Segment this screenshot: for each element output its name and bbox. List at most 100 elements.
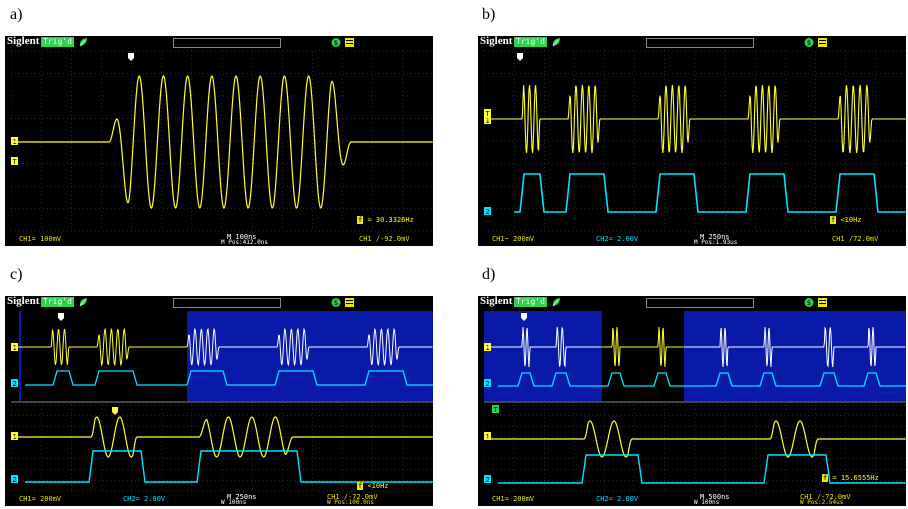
- brand-logo: Siglent: [7, 295, 40, 307]
- leaf-icon: [79, 298, 87, 307]
- svg-text:1: 1: [486, 344, 490, 352]
- usb-printer-icon: $: [804, 298, 827, 307]
- zoom-window-highlight: [484, 311, 602, 401]
- svg-text:2: 2: [486, 476, 490, 484]
- leaf-icon: [552, 298, 560, 307]
- bottom-status-bar: CH1= 200mV CH2= 2.00V M 250ns W 100ns CH…: [5, 493, 433, 506]
- ch1-overview: [11, 327, 187, 367]
- svg-text:2: 2: [486, 380, 490, 388]
- timebase: M 500ns: [700, 493, 730, 501]
- panel-label-a: a): [10, 6, 23, 23]
- timebase: M 100ns: [227, 233, 257, 241]
- bottom-status-bar: CH1= 200mV CH2= 2.00V M 500ns W 100ns CH…: [478, 493, 906, 506]
- svg-text:2: 2: [13, 476, 17, 484]
- graticule: [11, 50, 433, 232]
- svg-text:2: 2: [13, 380, 17, 388]
- frequency-readout: f <10Hz: [830, 216, 862, 224]
- ch1-overview-zoomed: [684, 326, 906, 368]
- horizontal-position: M Pos:412.0ns: [221, 239, 268, 246]
- svg-text:$: $: [807, 39, 811, 47]
- waveform-area: T 1 2 1 2: [484, 309, 906, 493]
- svg-text:1: 1: [13, 344, 17, 352]
- window-position: W Pos:2.54us: [800, 499, 844, 506]
- svg-text:$: $: [807, 299, 811, 307]
- ch2-scale: CH2= 2.00V: [596, 235, 639, 243]
- trigger-position-marker: [128, 53, 134, 61]
- ch1-waveform: [484, 84, 906, 154]
- memory-position-bar[interactable]: [646, 298, 754, 308]
- ch1-waveform: [11, 75, 433, 209]
- frequency-value: <10Hz: [367, 482, 389, 490]
- trigger-level-marker: T: [11, 157, 18, 166]
- frequency-icon: f: [357, 482, 364, 490]
- bottom-status-bar: CH1~ 200mV CH2= 2.00V M 250ns M Pos:1.93…: [478, 233, 906, 246]
- ch2-scale: CH2= 2.00V: [596, 495, 639, 503]
- trigger-level: CH1 ∕-72.0mV: [327, 493, 378, 501]
- frequency-value: = 30.3326Hz: [367, 216, 414, 224]
- ch2-waveform-zoomed: [498, 454, 906, 484]
- timebase: M 250ns: [227, 493, 257, 501]
- usb-printer-icon: $: [804, 38, 827, 47]
- trigger-level: CH1 ∕-72.0mV: [800, 493, 851, 501]
- memory-position-bar[interactable]: [173, 298, 281, 308]
- leaf-icon: [552, 38, 560, 47]
- trigger-position-marker: [517, 53, 523, 61]
- frequency-value: = 15.6555Hz: [832, 474, 879, 482]
- svg-text:T: T: [486, 110, 491, 118]
- ch2-marker: 2: [484, 207, 491, 216]
- frequency-icon: f: [822, 474, 829, 482]
- frequency-value: <10Hz: [840, 216, 862, 224]
- trigger-position-marker: [58, 313, 64, 321]
- timebase: M 250ns: [700, 233, 730, 241]
- ch1-waveform-zoomed: [484, 420, 906, 458]
- horizontal-position: M Pos:1.93us: [694, 239, 738, 246]
- panel-label-b: b): [482, 6, 496, 23]
- ch1-scale: CH1= 200mV: [19, 495, 62, 503]
- ch1-overview-zoomed: [186, 327, 433, 367]
- brand-logo: Siglent: [7, 35, 40, 47]
- ch2-marker-zoom: 2: [11, 475, 18, 484]
- ch2-marker-zoom: 2: [484, 475, 491, 484]
- usb-printer-icon: $: [331, 298, 354, 307]
- leaf-icon: [79, 38, 87, 47]
- trigger-status-badge: Trig'd: [41, 37, 74, 47]
- window-timebase: W 100ns: [694, 499, 720, 506]
- svg-text:2: 2: [486, 208, 490, 216]
- ch1-waveform-zoomed: [11, 416, 433, 458]
- oscilloscope-screen-d: Siglent Trig'd $ T 1 2 1 2 CH1= 200mV CH2= 2…: [478, 295, 906, 506]
- usb-printer-icon: $: [331, 38, 354, 47]
- trigger-status-badge: Trig'd: [41, 297, 74, 307]
- ch1-marker: 1: [484, 116, 491, 125]
- graticule: [11, 404, 433, 492]
- ch2-waveform-zoomed: [25, 450, 433, 483]
- memory-position-bar[interactable]: [173, 38, 281, 48]
- trigger-position-marker: [521, 313, 527, 321]
- trigger-position-marker: [112, 407, 118, 415]
- trigger-level-marker: T: [484, 109, 491, 118]
- ch2-marker: 2: [484, 379, 491, 388]
- ch1-overview: [602, 326, 684, 368]
- window-position: W Pos:100.0ns: [327, 499, 374, 506]
- ch2-waveform: [514, 173, 906, 213]
- ch2-marker: 2: [11, 379, 18, 388]
- frequency-icon: f: [830, 216, 837, 224]
- ch1-scale: CH1= 100mV: [19, 235, 62, 243]
- trigger-level: CH1 ∕72.0mV: [832, 235, 879, 243]
- brand-logo: Siglent: [480, 295, 513, 307]
- window-timebase: W 100ns: [221, 499, 247, 506]
- svg-text:T: T: [494, 406, 499, 414]
- svg-text:1: 1: [486, 433, 490, 441]
- frequency-icon: f: [357, 216, 364, 224]
- frequency-readout: f = 30.3326Hz: [357, 216, 414, 224]
- ch1-scale: CH1~ 200mV: [492, 235, 535, 243]
- panel-label-c: c): [10, 266, 23, 283]
- memory-position-bar[interactable]: [646, 38, 754, 48]
- bottom-status-bar: CH1= 100mV M 100ns M Pos:412.0ns CH1 ∕-9…: [5, 233, 433, 246]
- ch1-marker-zoom: 1: [484, 432, 491, 441]
- panel-label-d: d): [482, 266, 496, 283]
